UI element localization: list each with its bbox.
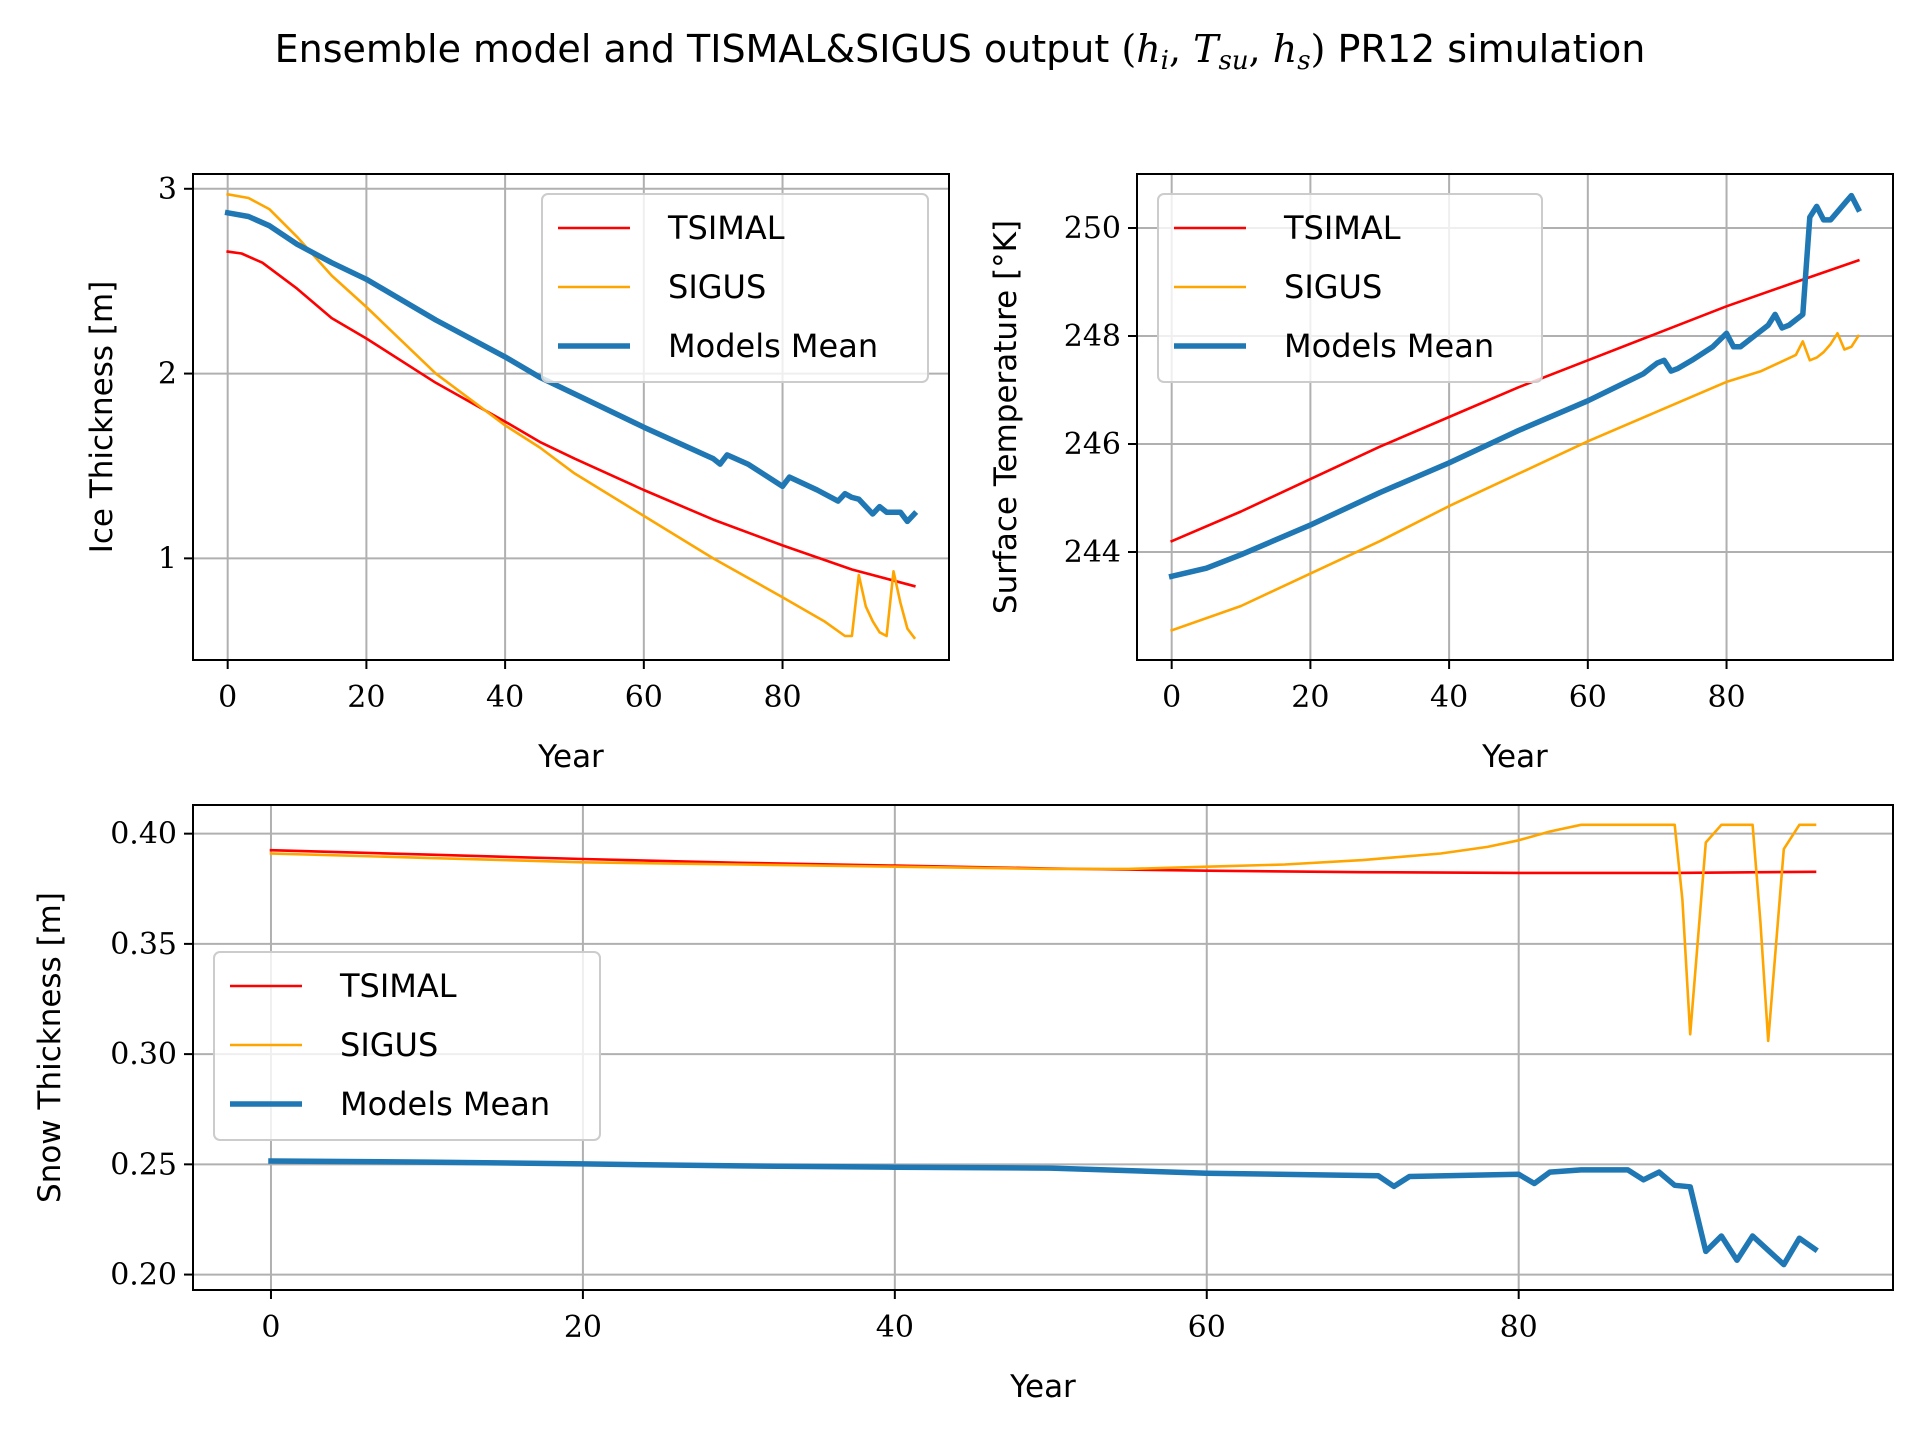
temp-ylabel: Surface Temperature [°K] [988, 220, 1024, 614]
snow-line-models-mean [268, 1158, 1819, 1268]
temp-ytick-label: 246 [1064, 427, 1121, 462]
temp-xlabel: Year [1481, 739, 1548, 775]
snow-ytick-label: 0.35 [110, 927, 177, 962]
ice-series [224, 192, 919, 640]
temp-series [1168, 192, 1863, 632]
temp-xtick-label: 80 [1707, 680, 1745, 715]
figure-title-prefix: Ensemble model and TISMAL&SIGUS output [275, 27, 1122, 71]
ice-line-models-mean [224, 209, 919, 525]
figure-title-suffix: PR12 simulation [1325, 27, 1645, 71]
snow-ytick-label: 0.40 [110, 817, 177, 852]
ice-xtick-label: 20 [347, 680, 385, 715]
title-math-sub-su: su [1219, 46, 1249, 76]
ice-ytick-label: 2 [158, 357, 177, 392]
ice-thickness-plot: 0 20 40 60 80 1 2 3 Year Ice Thickness [m] TSIMAL S… [84, 172, 950, 775]
ice-ylabel: Ice Thickness [m] [84, 281, 120, 554]
snow-ytick-label: 0.25 [110, 1147, 177, 1182]
snow-legend-label-models-mean: Models Mean [340, 1085, 550, 1123]
temp-line-tsimal [1169, 258, 1860, 543]
ice-legend: TSIMAL SIGUS Models Mean [541, 193, 929, 383]
title-math-T: T [1193, 27, 1221, 71]
snow-ytick-label: 0.20 [110, 1258, 177, 1293]
temp-legend-label-sigus: SIGUS [1284, 268, 1382, 306]
temp-ytick-label: 244 [1064, 535, 1121, 570]
ice-legend-box [541, 193, 929, 383]
temp-xtick-label: 20 [1291, 680, 1329, 715]
snow-legend-label-sigus: SIGUS [340, 1026, 438, 1064]
snow-xlabel: Year [1009, 1369, 1076, 1405]
surface-temperature-plot: 0 20 40 60 80 244 246 248 250 Year Surface Tempera… [988, 173, 1894, 775]
snow-xtick-label: 80 [1500, 1310, 1538, 1345]
temp-ytick-label: 250 [1064, 211, 1121, 246]
title-math-sub-i: i [1161, 46, 1169, 76]
temp-xtick-label: 40 [1430, 680, 1468, 715]
ice-ytick-label: 1 [158, 541, 177, 576]
ice-xlabel: Year [537, 739, 604, 775]
snow-xtick-label: 0 [261, 1310, 280, 1345]
title-math-open: ( [1121, 27, 1136, 71]
temp-axes-frame [1136, 173, 1894, 661]
ice-legend-label-sigus: SIGUS [668, 268, 766, 306]
ice-ytick-label: 3 [158, 172, 177, 207]
snow-ytick-label: 0.30 [110, 1037, 177, 1072]
snow-line-sigus [269, 823, 1817, 1043]
snow-legend: TSIMAL SIGUS Models Mean [213, 951, 601, 1141]
temp-line-sigus [1170, 331, 1861, 632]
snow-ylabel: Snow Thickness [m] [32, 892, 68, 1203]
snow-xtick-label: 40 [876, 1310, 914, 1345]
snow-legend-box [213, 951, 601, 1141]
figure-title: Ensemble model and TISMAL&SIGUS output (… [275, 27, 1646, 76]
snow-thickness-plot: 0 20 40 60 80 0.20 0.25 0.30 0.35 0.40 Year Snow Th… [32, 804, 1894, 1405]
title-math-h2: h [1273, 27, 1297, 71]
ice-xtick-label: 40 [486, 680, 524, 715]
ice-xtick-label: 60 [625, 680, 663, 715]
title-math-h: h [1136, 27, 1160, 71]
ice-xtick-label: 80 [763, 680, 801, 715]
temp-ytick-label: 248 [1064, 319, 1121, 354]
ice-legend-label-models-mean: Models Mean [668, 327, 878, 365]
snow-xtick-label: 20 [564, 1310, 602, 1345]
title-math-sub-s: s [1297, 46, 1310, 76]
temp-xtick-label: 60 [1569, 680, 1607, 715]
temp-xtick-label: 0 [1162, 680, 1181, 715]
temp-legend-label-tsimal: TSIMAL [1283, 209, 1401, 247]
temp-legend-box [1157, 193, 1543, 383]
snow-xtick-label: 60 [1188, 1310, 1226, 1345]
ice-axes-frame [192, 173, 950, 661]
ice-xtick-label: 0 [218, 680, 237, 715]
title-math-close: ) [1311, 27, 1326, 71]
title-math-comma-2: , [1249, 27, 1273, 71]
snow-legend-label-tsimal: TSIMAL [339, 967, 457, 1005]
ice-legend-label-tsimal: TSIMAL [667, 209, 785, 247]
title-math-comma-1: , [1169, 27, 1193, 71]
temp-legend-label-models-mean: Models Mean [1284, 327, 1494, 365]
ice-line-sigus [226, 192, 917, 640]
temp-line-models-mean [1168, 192, 1863, 580]
temp-legend: TSIMAL SIGUS Models Mean [1157, 193, 1543, 383]
snow-series [268, 823, 1819, 1268]
snow-axes-frame [192, 804, 1894, 1291]
ice-line-tsimal [226, 250, 916, 588]
